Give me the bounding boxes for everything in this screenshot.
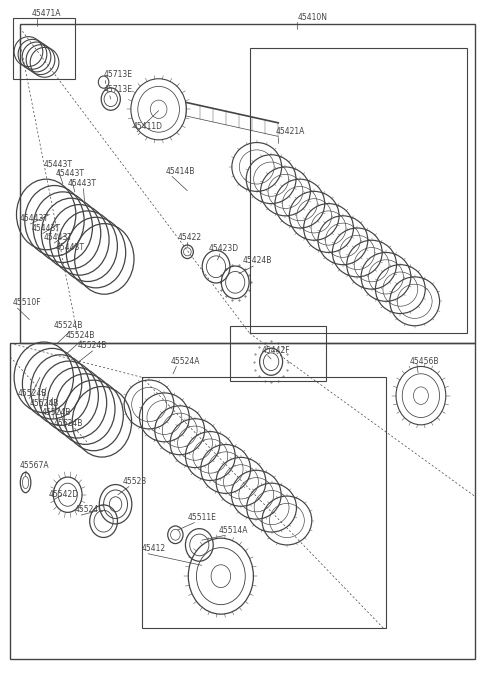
Text: 45713E: 45713E [104,86,132,95]
Text: 45443T: 45443T [20,214,49,223]
Text: 45443T: 45443T [56,243,85,252]
Text: 45524B: 45524B [29,399,59,408]
Text: 45510F: 45510F [12,299,41,307]
Text: 45523: 45523 [123,477,147,486]
Text: 45414B: 45414B [166,167,195,175]
Bar [250,48,468,333]
Text: 45421A: 45421A [276,127,305,137]
Text: 45713E: 45713E [104,71,132,80]
Text: 45443T: 45443T [44,160,73,169]
Text: 45422: 45422 [178,233,202,241]
Text: 45524B: 45524B [17,389,47,398]
Text: 45542D: 45542D [48,490,79,499]
Bar [230,326,326,381]
Bar [10,343,475,659]
Text: 45524B: 45524B [41,409,71,418]
Text: 45424B: 45424B [242,256,272,265]
Text: 45524C: 45524C [75,505,104,514]
Bar [12,18,75,79]
Text: 45443T: 45443T [32,224,61,233]
Text: 45442F: 45442F [262,346,290,355]
Text: 45423D: 45423D [209,244,239,253]
Text: 45411D: 45411D [132,122,162,131]
Bar [20,24,475,343]
Text: 45471A: 45471A [32,9,61,18]
Text: 45524B: 45524B [53,322,83,330]
Text: 45524B: 45524B [65,331,95,340]
Text: 45410N: 45410N [298,14,327,22]
Text: 45456B: 45456B [410,357,439,366]
Text: 45524B: 45524B [53,419,83,428]
Text: 45511E: 45511E [187,513,216,522]
Bar [142,377,386,628]
Text: 45524A: 45524A [170,357,200,366]
Text: 45443T: 45443T [44,233,73,242]
Text: 45443T: 45443T [68,179,96,188]
Text: 45443T: 45443T [56,169,85,178]
Text: 45567A: 45567A [20,461,49,471]
Text: 45412: 45412 [142,544,166,553]
Text: 45514A: 45514A [218,526,248,534]
Text: 45524B: 45524B [77,341,107,350]
